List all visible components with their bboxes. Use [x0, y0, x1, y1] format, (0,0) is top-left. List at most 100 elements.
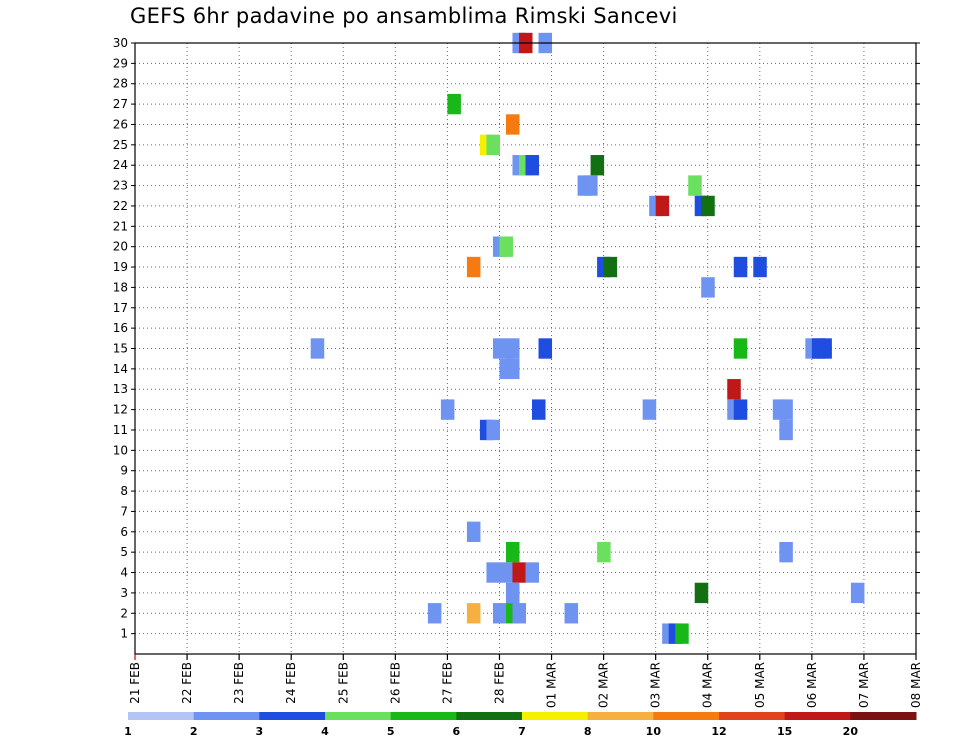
- legend-swatch: [128, 712, 195, 720]
- x-tick-label: 02 MAR: [597, 662, 611, 708]
- y-tick-label: 2: [120, 606, 128, 620]
- precip-cell: [564, 603, 579, 624]
- precip-cell: [486, 419, 500, 441]
- x-tick-label: 21 FEB: [128, 662, 142, 704]
- x-tick-label: 25 FEB: [336, 662, 350, 704]
- y-tick-label: 15: [113, 342, 128, 356]
- precip-cell: [466, 521, 481, 542]
- y-tick-label: 6: [120, 525, 128, 539]
- x-tick-label: 01 MAR: [545, 662, 559, 708]
- legend-swatch: [522, 712, 589, 720]
- precip-cell: [733, 256, 748, 278]
- precip-cell: [532, 399, 546, 420]
- legend-label: 4: [321, 725, 329, 738]
- precip-cell: [466, 603, 481, 624]
- y-tick-label: 21: [113, 219, 128, 233]
- precip-cell: [486, 562, 500, 583]
- y-tick-label: 18: [113, 280, 128, 294]
- precip-cell: [688, 175, 702, 196]
- y-tick-label: 25: [113, 138, 128, 152]
- precip-cell: [499, 562, 513, 583]
- y-tick-label: 27: [113, 97, 128, 111]
- y-tick-label: 9: [120, 464, 128, 478]
- legend-label: 6: [453, 725, 461, 738]
- y-tick-label: 16: [113, 321, 128, 335]
- y-tick-label: 4: [120, 566, 128, 580]
- y-tick-label: 7: [120, 504, 128, 518]
- legend-label: 7: [518, 725, 526, 738]
- precip-cell: [466, 256, 481, 278]
- precip-cell: [492, 338, 507, 359]
- precip-cell: [733, 399, 748, 420]
- x-tick-label: 03 MAR: [649, 662, 663, 708]
- y-tick-label: 8: [120, 484, 128, 498]
- y-tick-label: 13: [113, 382, 128, 396]
- precip-cell: [505, 582, 520, 604]
- precip-cell: [505, 358, 520, 380]
- legend-label: 2: [190, 725, 198, 738]
- precip-cell: [694, 582, 709, 604]
- precip-cell: [512, 562, 526, 583]
- y-tick-label: 23: [113, 179, 128, 193]
- y-tick-label: 11: [113, 423, 128, 437]
- precip-cell: [447, 93, 461, 115]
- precip-cell: [779, 419, 793, 441]
- legend-label: 5: [387, 725, 395, 738]
- x-tick-label: 26 FEB: [388, 662, 402, 704]
- y-tick-label: 24: [113, 158, 128, 172]
- legend-label: 10: [646, 725, 662, 738]
- x-tick-label: 07 MAR: [857, 662, 871, 708]
- y-tick-label: 5: [120, 545, 128, 559]
- precip-cell: [505, 338, 520, 359]
- legend-swatch: [193, 712, 260, 720]
- precip-cell: [440, 399, 455, 420]
- y-tick-label: 29: [113, 56, 128, 70]
- legend-label: 20: [843, 725, 859, 738]
- precip-cell: [525, 562, 540, 583]
- y-tick-label: 20: [113, 240, 128, 254]
- precip-cell: [655, 195, 670, 217]
- precip-cell: [701, 195, 715, 217]
- precip-cell: [538, 338, 553, 359]
- precip-cell: [603, 256, 618, 278]
- y-tick-label: 28: [113, 77, 128, 91]
- precip-cell: [779, 541, 793, 563]
- legend-label: 15: [777, 725, 792, 738]
- precip-cell: [486, 134, 500, 156]
- y-tick-label: 30: [113, 36, 128, 50]
- precip-cell: [590, 155, 605, 176]
- precip-cell: [512, 603, 526, 624]
- y-tick-label: 1: [120, 627, 128, 641]
- y-tick-label: 14: [113, 362, 128, 376]
- precip-cell: [525, 155, 540, 176]
- y-tick-label: 22: [113, 199, 128, 213]
- chart-title: GEFS 6hr padavine po ansamblima Rimski S…: [130, 4, 678, 28]
- legend-swatch: [719, 712, 786, 720]
- y-tick-label: 26: [113, 117, 128, 131]
- legend-swatch: [259, 712, 326, 720]
- precip-cell: [597, 541, 611, 563]
- legend-label: 12: [711, 725, 726, 738]
- x-tick-label: 05 MAR: [753, 662, 767, 708]
- legend-swatch: [653, 712, 720, 720]
- y-tick-label: 19: [113, 260, 128, 274]
- x-tick-label: 22 FEB: [180, 662, 194, 704]
- x-tick-label: 23 FEB: [232, 662, 246, 704]
- precip-cell: [505, 541, 520, 563]
- y-tick-label: 17: [113, 301, 128, 315]
- legend-swatch: [587, 712, 654, 720]
- precip-cell: [427, 603, 442, 624]
- precip-cell: [505, 114, 520, 135]
- x-tick-label: 04 MAR: [701, 662, 715, 708]
- precip-cell: [701, 277, 715, 298]
- y-tick-label: 10: [113, 443, 128, 457]
- axes: 1234567891011121314151617181920212223242…: [113, 36, 923, 708]
- data-cells: [310, 32, 865, 644]
- legend-swatch: [390, 712, 457, 720]
- precip-cell: [779, 399, 793, 420]
- precip-cell: [584, 175, 598, 196]
- legend-label: 1: [124, 725, 132, 738]
- legend-swatch: [850, 712, 917, 720]
- precip-cell: [850, 582, 865, 604]
